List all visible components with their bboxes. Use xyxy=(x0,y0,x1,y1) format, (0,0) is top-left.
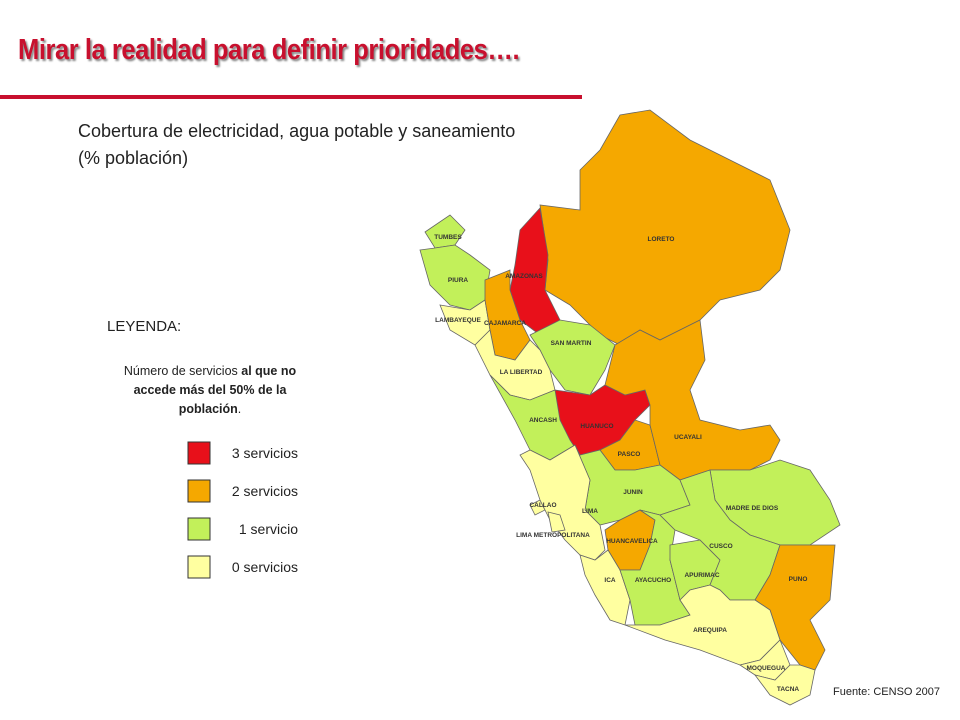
region-label: TACNA xyxy=(777,686,800,693)
region-label: SAN MARTIN xyxy=(551,340,592,347)
legend-description-part: al que no accede más del 50% de la pobla… xyxy=(133,364,297,416)
legend-heading: LEYENDA: xyxy=(107,318,182,335)
legend-description-part: Número de servicios xyxy=(123,364,242,378)
region xyxy=(604,319,781,481)
region xyxy=(547,511,566,533)
region xyxy=(579,549,631,626)
region-label: ICA xyxy=(604,577,616,584)
legend-swatch xyxy=(187,555,211,579)
region-label: AYACUCHO xyxy=(635,577,671,584)
region-label: JUNIN xyxy=(623,489,643,496)
region xyxy=(754,664,816,706)
legend-swatch xyxy=(187,517,211,541)
region-label: LAMBAYEQUE xyxy=(435,317,481,324)
region-label: LA LIBERTAD xyxy=(500,369,543,376)
region-label: MADRE DE DIOS xyxy=(726,505,779,512)
title: Mirar la realidad para definir prioridad… xyxy=(18,34,520,66)
region-label: APURIMAC xyxy=(684,572,719,579)
region xyxy=(424,214,466,249)
region-label: AREQUIPA xyxy=(693,627,727,634)
region-label: PUNO xyxy=(789,576,808,583)
region-label: HUANUCO xyxy=(580,423,613,430)
region-label: UCAYALI xyxy=(674,434,702,441)
region-label: LIMA METROPOLITANA xyxy=(516,532,590,539)
region-label: HUANCAVELICA xyxy=(606,538,658,545)
region-label: TUMBES xyxy=(434,234,462,241)
region-label: LIMA xyxy=(582,508,598,515)
legend-label: 2 servicios xyxy=(232,483,298,499)
subtitle: Cobertura de electricidad, agua potable … xyxy=(78,121,516,168)
legend-description-part: . xyxy=(237,402,242,416)
source: Fuente: CENSO 2007 xyxy=(832,686,940,698)
region-label: AMAZONAS xyxy=(505,273,543,280)
region xyxy=(624,584,781,666)
region-label: PASCO xyxy=(618,451,641,458)
region-label: CALLAO xyxy=(529,502,556,509)
region-label: ANCASH xyxy=(529,417,557,424)
region-label: CUSCO xyxy=(709,543,732,550)
region-label: CAJAMARCA xyxy=(484,320,526,327)
region-label: LORETO xyxy=(648,236,675,243)
legend-description: Número de servicios al que no accede más… xyxy=(110,362,310,419)
legend-label: 0 servicios xyxy=(232,559,298,575)
legend-swatch xyxy=(187,441,211,465)
legend-label: 1 servicio xyxy=(239,521,298,537)
region-label: PIURA xyxy=(448,277,469,284)
legend-label: 3 servicios xyxy=(232,445,298,461)
region xyxy=(509,207,561,336)
title-rule xyxy=(0,95,582,99)
region-label: MOQUEGUA xyxy=(747,665,786,672)
legend-swatch xyxy=(187,479,211,503)
region xyxy=(539,109,791,346)
